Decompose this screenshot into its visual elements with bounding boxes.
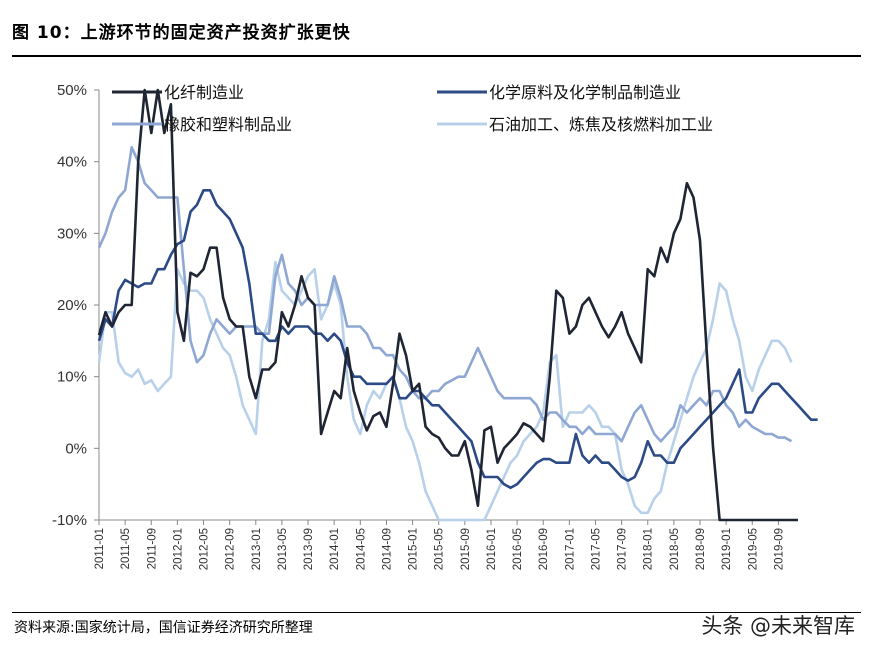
y-tick-label: 40% xyxy=(57,154,87,171)
x-tick-label: 2015-09 xyxy=(460,528,472,570)
x-tick-label: 2013-05 xyxy=(277,528,289,570)
x-tick-label: 2018-01 xyxy=(643,528,655,570)
series-line-1 xyxy=(97,88,798,522)
x-tick-label: 2012-09 xyxy=(225,528,237,570)
x-tick-label: 2015-05 xyxy=(434,528,446,570)
series-line-3 xyxy=(97,146,793,443)
x-tick-label: 2017-05 xyxy=(590,528,602,570)
x-tick-label: 2019-05 xyxy=(747,528,759,570)
x-tick-label: 2019-09 xyxy=(773,528,785,570)
x-tick-label: 2011-01 xyxy=(94,528,106,569)
x-tick-label: 2018-05 xyxy=(669,528,681,570)
x-tick-label: 2012-05 xyxy=(199,528,211,570)
y-tick-label: 10% xyxy=(57,369,87,386)
x-tick-label: 2014-05 xyxy=(355,528,367,570)
x-tick-label: 2011-09 xyxy=(146,528,158,569)
x-tick-label: 2013-01 xyxy=(251,528,263,570)
legend-label: 化学原料及化学制品制造业 xyxy=(489,83,681,102)
x-tick-label: 2015-01 xyxy=(408,528,420,570)
watermark: 头条 @未来智库 xyxy=(701,614,855,638)
y-tick-label: 50% xyxy=(57,82,87,99)
title-rule xyxy=(12,55,861,57)
x-tick-label: 2016-05 xyxy=(512,528,524,570)
x-tick-label: 2011-05 xyxy=(120,528,132,569)
legend-label: 化纤制造业 xyxy=(164,83,244,102)
source-rule xyxy=(12,612,861,613)
series-line-4 xyxy=(97,260,793,522)
x-tick-label: 2016-01 xyxy=(486,528,498,570)
y-tick-label: 30% xyxy=(57,225,87,242)
x-tick-label: 2019-01 xyxy=(721,528,733,570)
y-tick-label: 0% xyxy=(65,440,87,457)
series-line-2 xyxy=(97,189,818,490)
x-tick-label: 2017-01 xyxy=(564,528,576,570)
chart-title: 图 10：上游环节的固定资产投资扩张更快 xyxy=(12,23,351,43)
y-tick-label: -10% xyxy=(52,512,87,529)
legend-label: 石油加工、炼焦及核燃料加工业 xyxy=(489,115,713,134)
x-tick-label: 2013-09 xyxy=(303,528,315,570)
y-tick-label: 20% xyxy=(57,297,87,314)
source-note: 资料来源:国家统计局，国信证券经济研究所整理 xyxy=(14,620,313,636)
x-tick-label: 2017-09 xyxy=(617,528,629,570)
x-axis: 2011-01 2011-05 2011-09 2012-01 2012-05 2012-… xyxy=(94,519,798,570)
legend-label: 橡胶和塑料制品业 xyxy=(164,115,292,134)
x-tick-label: 2014-01 xyxy=(329,528,341,570)
x-tick-label: 2016-09 xyxy=(538,528,550,570)
x-tick-label: 2012-01 xyxy=(172,528,184,570)
x-tick-label: 2014-09 xyxy=(381,528,393,570)
y-axis: -10% 0% 10% 20% 30% 40% 50% xyxy=(52,82,100,529)
series-lines xyxy=(97,88,818,522)
x-tick-label: 2018-09 xyxy=(695,528,707,570)
